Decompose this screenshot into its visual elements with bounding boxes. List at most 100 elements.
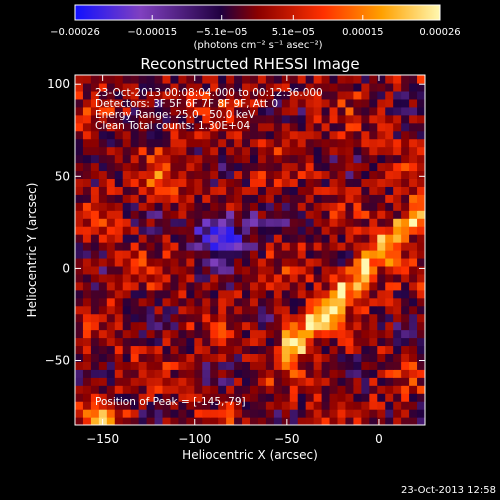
heatmap-cell: [154, 321, 164, 331]
heatmap-cell: [305, 106, 315, 116]
heatmap-cell: [98, 273, 108, 283]
heatmap-cell: [194, 242, 203, 251]
heatmap-cell: [353, 361, 362, 370]
heatmap-cell: [170, 210, 179, 219]
heatmap-cell: [281, 273, 291, 283]
heatmap-cell: [393, 337, 402, 347]
heatmap-cell: [226, 130, 235, 140]
heatmap-cell: [146, 186, 156, 195]
heatmap-cell: [361, 202, 370, 211]
heatmap-cell: [409, 361, 418, 370]
heatmap-cell: [409, 273, 418, 283]
heatmap-cell: [385, 273, 394, 283]
heatmap-cell: [329, 194, 339, 203]
heatmap-cell: [210, 162, 219, 172]
heatmap-cell: [265, 106, 275, 116]
heatmap-cell: [130, 250, 140, 259]
heatmap-cell: [90, 218, 100, 227]
heatmap-cell: [289, 289, 299, 299]
heatmap-cell: [281, 385, 291, 394]
heatmap-cell: [194, 154, 203, 164]
heatmap-cell: [210, 369, 219, 378]
heatmap-cell: [409, 289, 418, 299]
heatmap-cell: [297, 170, 307, 179]
heatmap-cell: [178, 393, 187, 402]
heatmap-cell: [313, 98, 323, 108]
heatmap-cell: [98, 170, 108, 179]
heatmap-cell: [234, 257, 243, 267]
heatmap-cell: [226, 114, 235, 124]
heatmap-cell: [353, 273, 362, 283]
heatmap-cell: [106, 345, 116, 354]
heatmap-cell: [114, 417, 124, 425]
heatmap-cell: [218, 313, 227, 323]
heatmap-cell: [218, 289, 227, 299]
heatmap-cell: [106, 281, 116, 291]
heatmap-cell: [345, 273, 354, 283]
heatmap-cell: [202, 250, 211, 259]
heatmap-cell: [353, 313, 362, 323]
heatmap-cell: [265, 361, 275, 370]
heatmap-cell: [417, 297, 425, 307]
heatmap-cell: [369, 194, 378, 203]
heatmap-cell: [385, 226, 394, 235]
heatmap-cell: [210, 281, 219, 291]
heatmap-cell: [361, 178, 370, 187]
heatmap-cell: [353, 210, 362, 219]
heatmap-cell: [90, 257, 100, 267]
heatmap-cell: [170, 75, 179, 84]
heatmap-cell: [170, 273, 179, 283]
heatmap-cell: [273, 265, 283, 275]
heatmap-cell: [337, 194, 347, 203]
heatmap-cell: [361, 305, 370, 315]
heatmap-cell: [289, 377, 299, 386]
heatmap-cell: [297, 234, 307, 243]
heatmap-cell: [138, 329, 148, 339]
heatmap-cell: [369, 146, 378, 156]
heatmap-cell: [337, 202, 347, 211]
heatmap-cell: [297, 90, 307, 100]
heatmap-cell: [106, 130, 116, 140]
heatmap-cell: [178, 82, 187, 92]
heatmap-cell: [234, 202, 243, 211]
heatmap-cell: [82, 257, 92, 267]
heatmap-cell: [289, 210, 299, 219]
heatmap-cell: [409, 186, 418, 195]
heatmap-cell: [162, 106, 172, 116]
colorbar-tick-label: 5.1e−05: [272, 27, 315, 38]
heatmap-cell: [122, 377, 132, 386]
heatmap-cell: [98, 409, 108, 418]
heatmap-cell: [401, 130, 410, 140]
heatmap-cell: [297, 242, 307, 251]
heatmap-cell: [409, 114, 418, 124]
heatmap-cell: [385, 194, 394, 203]
x-tick-label: −50: [274, 432, 299, 446]
heatmap-cell: [178, 345, 187, 354]
heatmap-cell: [361, 114, 370, 124]
heatmap-cell: [265, 353, 275, 362]
heatmap-cell: [401, 186, 410, 195]
heatmap-cell: [257, 82, 267, 92]
heatmap-cell: [353, 329, 362, 339]
heatmap-cell: [401, 361, 410, 370]
heatmap-cell: [345, 369, 354, 378]
heatmap-cell: [162, 146, 172, 156]
heatmap-cell: [75, 178, 84, 187]
heatmap-cell: [393, 75, 402, 84]
heatmap-cell: [226, 106, 235, 116]
heatmap-cell: [329, 369, 339, 378]
heatmap-cell: [369, 417, 378, 425]
heatmap-cell: [393, 82, 402, 92]
heatmap-cell: [106, 218, 116, 227]
heatmap-cell: [98, 234, 108, 243]
heatmap-cell: [122, 257, 132, 267]
heatmap-cell: [409, 353, 418, 362]
heatmap-cell: [250, 393, 259, 402]
heatmap-cell: [178, 273, 187, 283]
heatmap-cell: [154, 210, 164, 219]
heatmap-cell: [202, 361, 211, 370]
heatmap-cell: [170, 313, 179, 323]
heatmap-cell: [257, 186, 267, 195]
heatmap-cell: [385, 234, 394, 243]
